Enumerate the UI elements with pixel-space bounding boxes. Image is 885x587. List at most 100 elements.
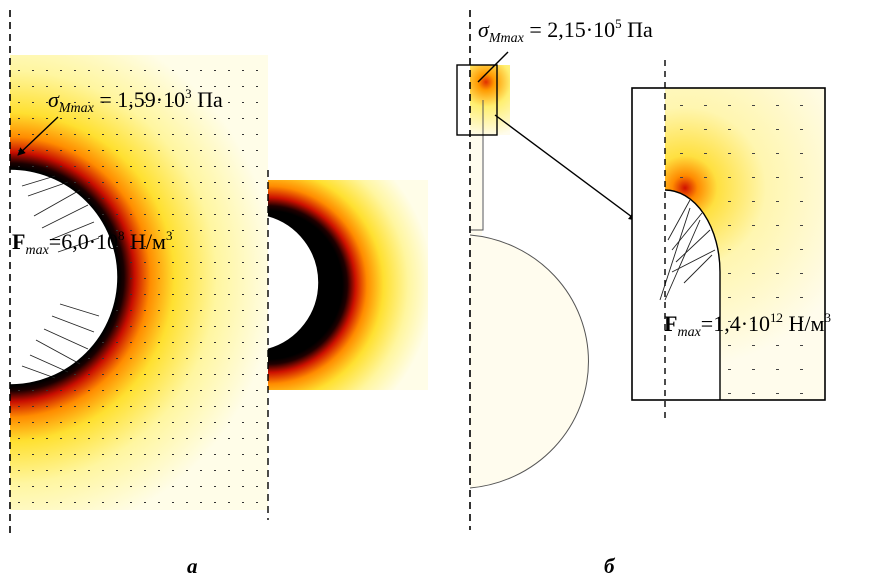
field-dot	[130, 470, 132, 471]
field-dot	[200, 470, 202, 471]
field-dot	[144, 246, 146, 247]
field-dot	[88, 198, 90, 199]
field-dot	[130, 294, 132, 295]
field-dot	[60, 166, 62, 167]
field-dot	[776, 177, 779, 178]
field-dot	[228, 358, 230, 359]
field-dot	[130, 262, 132, 263]
field-dot	[130, 198, 132, 199]
field-dot	[242, 150, 244, 151]
field-dot	[18, 438, 20, 439]
field-dot	[228, 470, 230, 471]
field-dot	[144, 358, 146, 359]
field-dot	[144, 406, 146, 407]
field-dot	[214, 86, 216, 87]
field-dot	[130, 166, 132, 167]
panel-a-force-arrows	[21, 175, 100, 379]
field-dot	[752, 153, 755, 154]
field-dot	[130, 278, 132, 279]
field-dot	[256, 70, 258, 71]
field-dot	[32, 502, 34, 503]
field-dot	[256, 102, 258, 103]
panel-a-force-label: Fmax=6,0·108 Н/м3	[12, 228, 173, 258]
field-dot	[158, 102, 160, 103]
field-dot	[186, 70, 188, 71]
field-dot	[116, 454, 118, 455]
field-dot	[172, 102, 174, 103]
field-dot	[172, 86, 174, 87]
field-dot	[18, 134, 20, 135]
field-dot	[256, 390, 258, 391]
field-dot	[186, 102, 188, 103]
field-dot	[18, 86, 20, 87]
field-dot	[88, 374, 90, 375]
field-dot	[186, 438, 188, 439]
field-dot	[130, 150, 132, 151]
panel-a-inset	[267, 180, 428, 390]
field-dot	[680, 177, 683, 178]
field-dot	[186, 278, 188, 279]
field-dot	[186, 294, 188, 295]
field-dot	[186, 118, 188, 119]
field-dot	[74, 102, 76, 103]
field-dot	[102, 358, 104, 359]
field-dot	[242, 198, 244, 199]
field-dot	[60, 86, 62, 87]
field-dot	[256, 278, 258, 279]
field-dot	[228, 102, 230, 103]
field-dot	[46, 390, 48, 391]
field-dot	[130, 438, 132, 439]
field-dot	[256, 342, 258, 343]
field-dot	[172, 342, 174, 343]
field-dot	[800, 225, 803, 226]
field-dot	[242, 166, 244, 167]
field-dot	[18, 118, 20, 119]
field-dot	[214, 310, 216, 311]
field-dot	[200, 502, 202, 503]
field-dot	[242, 214, 244, 215]
field-dot	[776, 153, 779, 154]
field-dot	[144, 118, 146, 119]
field-dot	[256, 182, 258, 183]
field-dot	[704, 153, 707, 154]
field-dot	[18, 390, 20, 391]
field-dot	[800, 345, 803, 346]
field-dot	[144, 486, 146, 487]
field-dot	[102, 198, 104, 199]
field-dot	[214, 502, 216, 503]
field-dot	[130, 230, 132, 231]
field-dot	[256, 438, 258, 439]
field-dot	[18, 166, 20, 167]
field-dot	[32, 70, 34, 71]
field-dot	[186, 422, 188, 423]
field-dot	[200, 246, 202, 247]
field-dot	[776, 273, 779, 274]
field-dot	[728, 177, 731, 178]
field-dot	[242, 230, 244, 231]
field-dot	[228, 214, 230, 215]
field-dot	[116, 422, 118, 423]
field-dot	[228, 294, 230, 295]
field-dot	[144, 86, 146, 87]
field-dot	[116, 326, 118, 327]
field-dot	[776, 129, 779, 130]
field-dot	[242, 486, 244, 487]
field-dot	[32, 118, 34, 119]
field-dot	[18, 102, 20, 103]
field-dot	[130, 70, 132, 71]
field-dot	[74, 134, 76, 135]
field-dot	[46, 150, 48, 151]
field-dot	[102, 150, 104, 151]
field-dot	[214, 134, 216, 135]
field-dot	[186, 182, 188, 183]
field-dot	[158, 230, 160, 231]
field-dot	[88, 118, 90, 119]
field-dot	[242, 454, 244, 455]
field-dot	[102, 342, 104, 343]
field-dot	[752, 321, 755, 322]
field-dot	[172, 214, 174, 215]
field-dot	[228, 166, 230, 167]
field-dot	[186, 326, 188, 327]
